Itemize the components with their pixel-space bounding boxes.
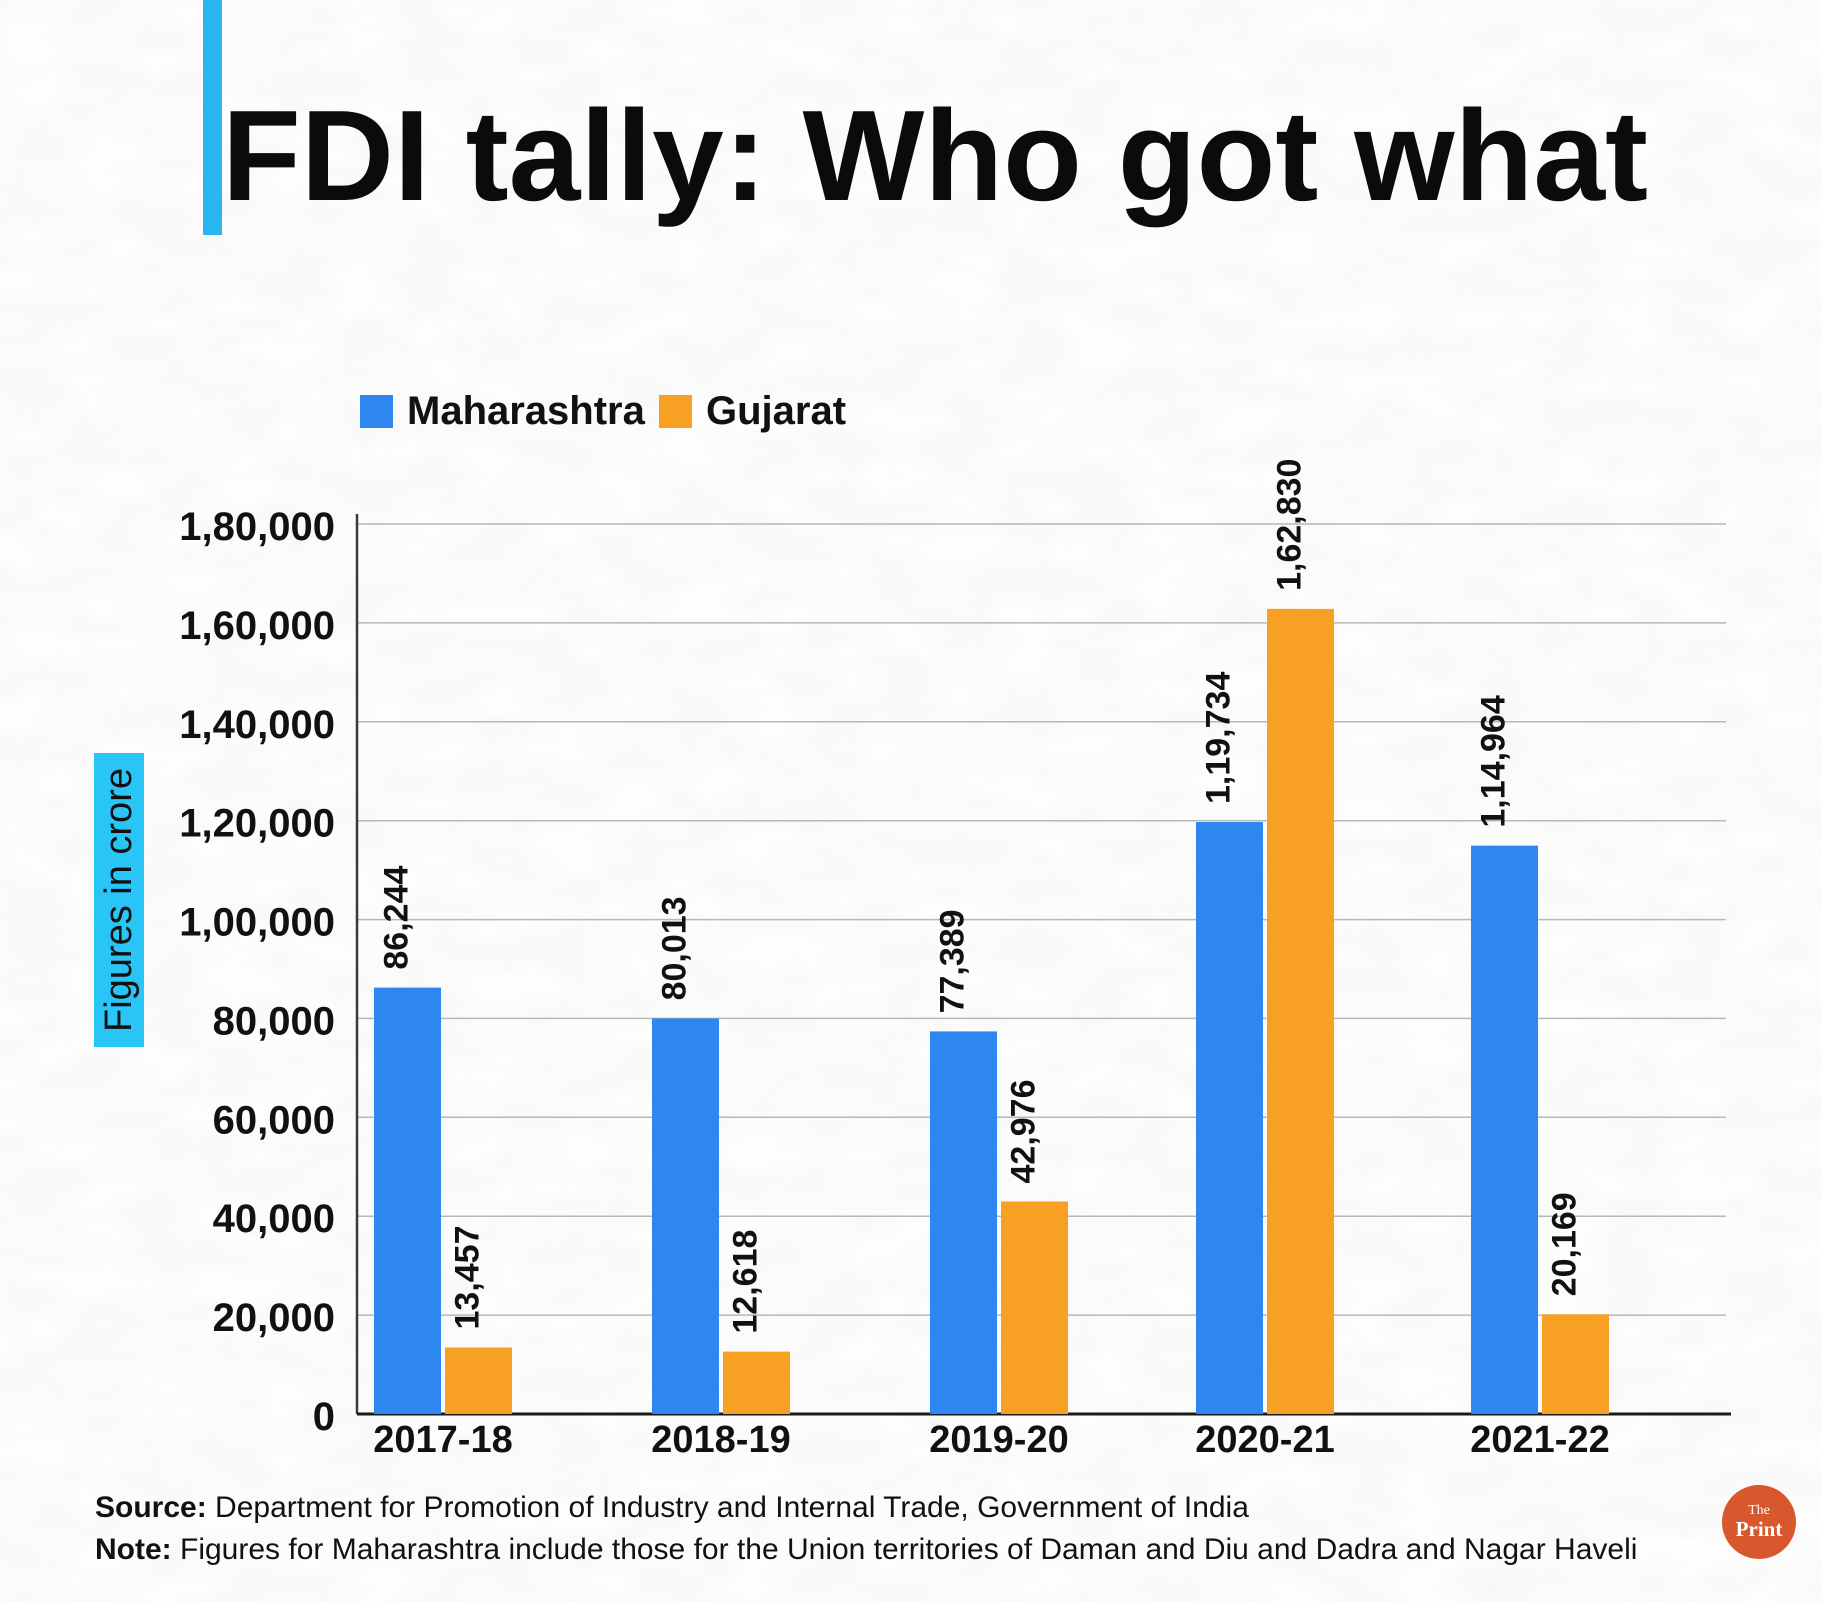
svg-text:20,169: 20,169 (1546, 1192, 1584, 1296)
svg-text:1,62,830: 1,62,830 (1271, 459, 1309, 591)
svg-text:2021-22: 2021-22 (1470, 1419, 1609, 1461)
svg-text:1,19,734: 1,19,734 (1200, 672, 1238, 804)
svg-text:2020-21: 2020-21 (1195, 1419, 1334, 1461)
svg-text:80,000: 80,000 (213, 999, 335, 1043)
svg-text:40,000: 40,000 (213, 1197, 335, 1241)
svg-text:1,80,000: 1,80,000 (179, 505, 335, 549)
svg-text:86,244: 86,244 (378, 866, 416, 970)
svg-text:60,000: 60,000 (213, 1098, 335, 1142)
svg-text:77,389: 77,389 (934, 909, 972, 1013)
svg-text:0: 0 (313, 1395, 335, 1439)
svg-text:12,618: 12,618 (727, 1230, 765, 1334)
svg-text:80,013: 80,013 (656, 896, 694, 1000)
svg-text:2018-19: 2018-19 (651, 1419, 790, 1461)
svg-text:42,976: 42,976 (1005, 1080, 1043, 1184)
svg-text:1,00,000: 1,00,000 (179, 901, 335, 945)
svg-text:1,14,964: 1,14,964 (1475, 695, 1513, 827)
svg-text:20,000: 20,000 (213, 1296, 335, 1340)
svg-text:1,60,000: 1,60,000 (179, 604, 335, 648)
svg-text:13,457: 13,457 (449, 1226, 487, 1330)
svg-text:1,40,000: 1,40,000 (179, 703, 335, 747)
svg-text:2019-20: 2019-20 (929, 1419, 1068, 1461)
svg-text:2017-18: 2017-18 (373, 1419, 512, 1461)
svg-text:1,20,000: 1,20,000 (179, 802, 335, 846)
